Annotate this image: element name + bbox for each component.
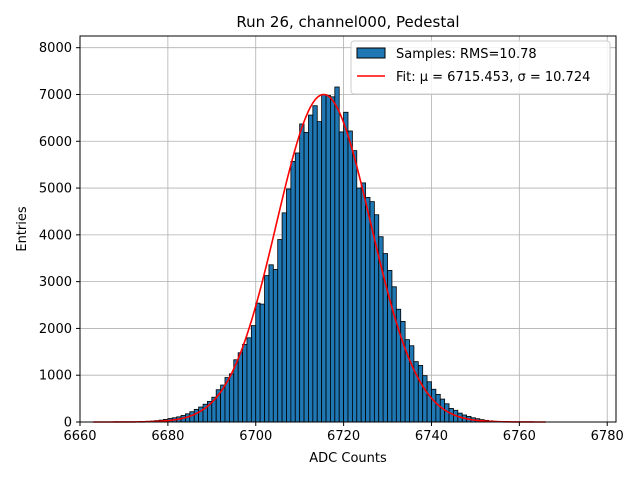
histogram-bar <box>264 275 270 423</box>
histogram-bar <box>299 123 305 423</box>
y-tick-label: 6000 <box>39 135 72 150</box>
histogram-bar <box>272 269 279 423</box>
histogram-bar <box>246 337 252 423</box>
histogram-bar <box>237 352 243 423</box>
histogram-bar <box>338 131 345 423</box>
histogram-bar <box>417 364 424 423</box>
histogram-bar <box>250 325 257 423</box>
x-tick-label: 6760 <box>503 429 536 444</box>
legend: Samples: RMS=10.78 Fit: μ = 6715.453, σ … <box>350 40 611 95</box>
histogram-bar <box>435 393 441 423</box>
histogram-bar <box>242 343 248 423</box>
histogram-bar <box>277 239 283 423</box>
histogram-bar <box>268 264 274 423</box>
histogram-bar <box>308 114 314 423</box>
y-axis-label: Entries <box>15 206 30 252</box>
plot-frame <box>79 35 617 423</box>
chart-title: Run 26, channel000, Pedestal <box>236 13 459 31</box>
legend-label-fit: Fit: μ = 6715.453, σ = 10.724 <box>396 70 590 85</box>
histogram-bar <box>290 160 296 423</box>
x-tick-label: 6780 <box>591 429 624 444</box>
y-tick-label: 0 <box>64 416 72 431</box>
y-tick-label: 1000 <box>39 369 72 384</box>
histogram-bar <box>360 182 366 423</box>
x-tick-label: 6720 <box>327 429 360 444</box>
histogram-bar <box>422 375 428 423</box>
histogram-bar <box>334 86 340 423</box>
histogram-bar <box>228 373 235 423</box>
histogram-bar <box>189 411 195 423</box>
histogram-bar <box>431 388 437 423</box>
legend-swatch-samples <box>356 47 386 59</box>
x-axis-label: ADC Counts <box>309 451 387 466</box>
y-tick-label: 7000 <box>39 88 72 103</box>
y-tick-label: 3000 <box>39 275 72 290</box>
histogram-bar <box>193 408 200 423</box>
histogram-bar <box>356 187 362 423</box>
x-tick-label: 6740 <box>415 429 448 444</box>
histogram-bar <box>325 95 331 423</box>
histogram-bar <box>409 345 415 423</box>
legend-box <box>350 40 611 95</box>
histogram-bar <box>321 94 327 423</box>
histogram-bar <box>439 398 446 423</box>
histogram-bar <box>426 381 432 423</box>
y-axis-ticks: 0 1000 2000 3000 4000 5000 6000 7000 8000 <box>39 41 80 431</box>
legend-label-samples: Samples: RMS=10.78 <box>396 47 537 62</box>
x-axis-ticks: 6660 6680 6700 6720 6740 6760 6780 <box>63 422 624 444</box>
histogram-bar <box>259 303 265 423</box>
x-tick-label: 6660 <box>63 429 96 444</box>
y-tick-label: 8000 <box>39 41 72 56</box>
histogram-bar <box>351 150 358 423</box>
histogram-bar <box>255 302 261 423</box>
histogram-bar <box>294 152 301 423</box>
histogram-bar <box>316 121 323 423</box>
histogram-bar <box>330 96 336 423</box>
histogram-bar <box>303 131 309 423</box>
histogram-bar <box>312 105 318 423</box>
x-tick-label: 6680 <box>151 429 184 444</box>
y-tick-label: 5000 <box>39 182 72 197</box>
y-tick-label: 2000 <box>39 322 72 337</box>
gaussian-fit-line <box>93 93 546 423</box>
histogram-bar <box>343 111 349 423</box>
histogram-bar <box>286 188 292 423</box>
histogram-bars <box>141 86 503 423</box>
histogram-bar <box>281 212 287 423</box>
histogram-bar <box>365 197 371 423</box>
x-tick-label: 6700 <box>239 429 272 444</box>
y-tick-label: 4000 <box>39 228 72 243</box>
histogram-bar <box>347 130 353 423</box>
